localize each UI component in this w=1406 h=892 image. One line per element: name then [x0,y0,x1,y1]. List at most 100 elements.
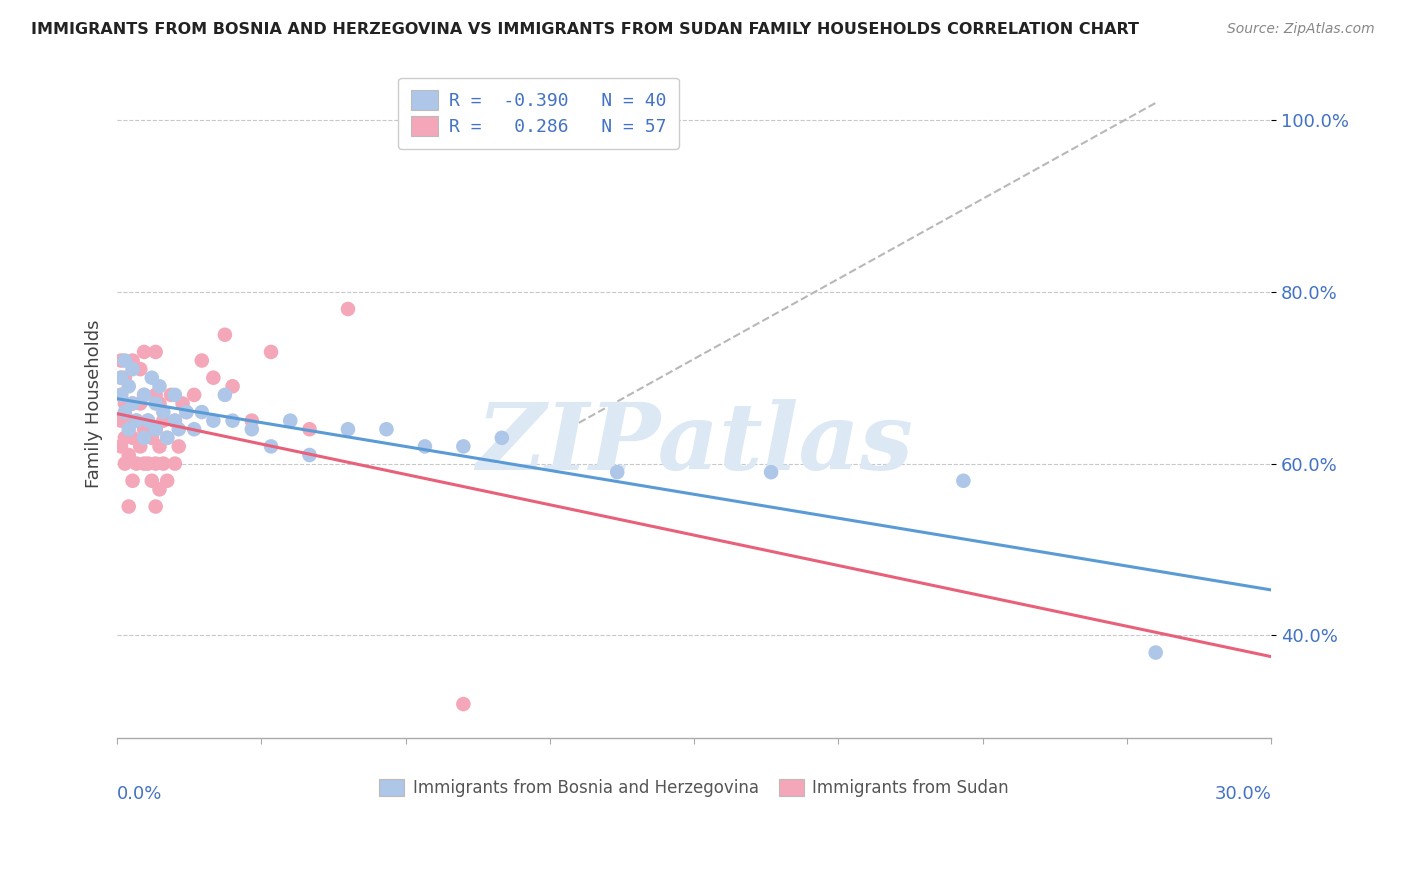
Point [110,439,132,453]
Point [160,388,183,402]
Point [129,396,152,410]
Text: Source: ZipAtlas.com: Source: ZipAtlas.com [1227,22,1375,37]
Point [145,422,167,436]
Point [163,414,186,428]
Point [125,457,148,471]
Point [221,379,243,393]
Point [118,379,141,393]
Point [214,327,236,342]
Point [114,405,136,419]
Point [125,414,148,428]
Point [336,422,359,436]
Point [121,353,143,368]
Point [125,414,148,428]
Point [167,439,190,453]
Point [221,414,243,428]
Text: 30.0%: 30.0% [1215,785,1271,804]
Point [260,345,283,359]
Point [145,396,167,410]
Point [110,353,132,368]
Point [121,362,143,376]
Point [114,431,136,445]
Point [110,388,132,402]
Point [114,396,136,410]
Point [453,697,475,711]
Point [118,448,141,462]
Point [132,388,155,402]
Point [110,414,132,428]
Point [121,396,143,410]
Point [163,457,186,471]
Point [163,414,186,428]
Point [240,422,263,436]
Legend: Immigrants from Bosnia and Herzegovina, Immigrants from Sudan: Immigrants from Bosnia and Herzegovina, … [373,772,1015,804]
Point [260,439,283,453]
Y-axis label: Family Households: Family Households [86,319,103,488]
Point [132,431,155,445]
Point [148,379,170,393]
Point [167,422,190,436]
Point [129,439,152,453]
Point [141,431,163,445]
Point [136,457,159,471]
Point [110,370,132,384]
Point [413,439,436,453]
Text: 0.0%: 0.0% [117,785,163,804]
Point [118,500,141,514]
Point [152,414,174,428]
Point [118,414,141,428]
Point [110,388,132,402]
Point [240,414,263,428]
Point [145,345,167,359]
Point [202,414,225,428]
Point [129,362,152,376]
Point [214,388,236,402]
Point [191,405,214,419]
Point [156,431,179,445]
Point [172,396,194,410]
Point [298,422,321,436]
Point [148,483,170,497]
Point [145,388,167,402]
Point [952,474,974,488]
Point [145,500,167,514]
Point [121,474,143,488]
Point [132,388,155,402]
Point [375,422,398,436]
Point [110,370,132,384]
Point [145,422,167,436]
Text: IMMIGRANTS FROM BOSNIA AND HERZEGOVINA VS IMMIGRANTS FROM SUDAN FAMILY HOUSEHOLD: IMMIGRANTS FROM BOSNIA AND HERZEGOVINA V… [31,22,1139,37]
Point [183,422,205,436]
Point [183,388,205,402]
Point [121,431,143,445]
Point [152,457,174,471]
Point [156,474,179,488]
Point [121,396,143,410]
Point [176,405,198,419]
Point [114,353,136,368]
Point [176,405,198,419]
Point [145,457,167,471]
Point [163,388,186,402]
Point [136,414,159,428]
Point [298,448,321,462]
Point [132,457,155,471]
Point [453,439,475,453]
Point [114,370,136,384]
Point [118,422,141,436]
Point [141,370,163,384]
Point [152,405,174,419]
Point [141,474,163,488]
Point [148,439,170,453]
Point [191,353,214,368]
Point [156,431,179,445]
Point [491,431,513,445]
Point [148,396,170,410]
Point [202,370,225,384]
Text: ZIPatlas: ZIPatlas [475,399,912,489]
Point [136,414,159,428]
Point [759,465,782,479]
Point [114,457,136,471]
Point [132,422,155,436]
Point [336,301,359,316]
